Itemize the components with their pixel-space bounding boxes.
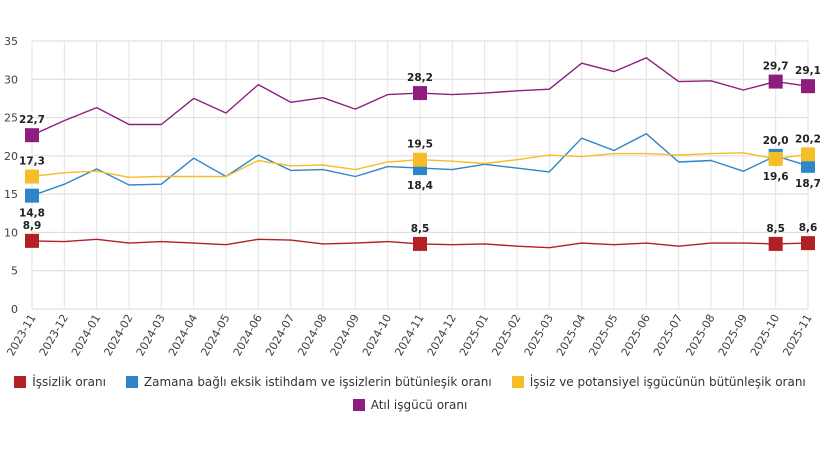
data-label: 19,5 (407, 139, 433, 151)
series-marker-2 (413, 152, 427, 167)
legend-swatch-unemployment (14, 376, 27, 388)
y-tick-label: 10 (4, 226, 18, 239)
x-tick-label: 2025-04 (554, 312, 588, 358)
x-tick-label: 2025-02 (489, 312, 523, 358)
y-tick-label: 5 (11, 265, 18, 278)
legend-item-idle-labour[interactable]: Atıl işgücü oranı (352, 398, 468, 412)
x-tick-label: 2025-05 (586, 312, 620, 358)
series-marker-0 (25, 233, 39, 248)
x-tick-label: 2025-10 (748, 312, 782, 358)
series-marker-2 (25, 169, 39, 184)
series-marker-0 (768, 236, 783, 251)
legend-item-underemployment[interactable]: Zamana bağlı eksik istihdam ve işsizleri… (125, 375, 492, 389)
x-tick-label: 2024-03 (134, 312, 168, 358)
legend-swatch-underemployment (125, 376, 138, 388)
series-marker-1 (801, 158, 815, 173)
x-tick-label: 2024-11 (392, 312, 426, 358)
series-marker-0 (801, 236, 815, 251)
data-label: 29,7 (763, 61, 789, 73)
series-marker-2 (801, 147, 815, 162)
x-tick-label: 2025-11 (780, 312, 814, 358)
data-label: 29,1 (795, 65, 820, 77)
data-label: 19,6 (763, 171, 789, 183)
legend-item-unemployment[interactable]: İşsizlik oranı (14, 375, 106, 389)
legend-label-potential-labour: İşsiz ve potansiyel işgücünün bütünleşik… (529, 375, 806, 389)
series-marker-3 (801, 79, 815, 94)
data-label: 8,6 (799, 222, 818, 234)
legend-row-1: İşsizlik oranı Zamana bağlı eksik istihd… (0, 372, 820, 392)
data-label: 17,3 (19, 156, 45, 168)
x-tick-label: 2023-11 (4, 312, 38, 358)
x-tick-label: 2024-01 (69, 312, 103, 358)
x-tick-label: 2025-03 (522, 312, 556, 358)
x-tick-label: 2024-07 (263, 312, 297, 358)
data-label: 20,2 (795, 133, 820, 145)
y-axis: 0 5 10 15 20 25 30 35 (4, 35, 18, 316)
grid-lines (31, 40, 809, 310)
y-tick-label: 20 (4, 150, 18, 163)
data-label: 18,4 (407, 180, 433, 192)
x-tick-label: 2024-04 (166, 312, 200, 358)
x-tick-label: 2025-06 (619, 312, 653, 358)
series-marker-3 (413, 86, 427, 101)
data-label: 8,5 (411, 223, 430, 235)
data-label: 14,8 (19, 208, 45, 220)
legend-item-potential-labour[interactable]: İşsiz ve potansiyel işgücünün bütünleşik… (511, 375, 806, 389)
y-tick-label: 15 (4, 188, 18, 201)
x-tick-label: 2025-01 (457, 312, 491, 358)
data-label: 22,7 (19, 114, 45, 126)
x-tick-label: 2025-07 (651, 312, 685, 358)
legend-label-idle-labour: Atıl işgücü oranı (370, 398, 468, 412)
series-marker-3 (25, 128, 39, 143)
series-marker-0 (413, 236, 427, 251)
x-tick-label: 2024-10 (360, 312, 394, 358)
y-tick-label: 30 (4, 73, 18, 86)
data-label: 20,0 (763, 135, 789, 147)
data-labels: 8,9 8,5 8,5 8,6 14,8 18,4 20,0 18,7 17,3 19,5 19,6… (19, 61, 820, 235)
y-tick-label: 35 (4, 35, 18, 48)
y-tick-label: 25 (4, 112, 18, 125)
x-tick-label: 2025-09 (716, 312, 750, 358)
x-tick-label: 2024-06 (231, 312, 265, 358)
x-tick-label: 2024-09 (328, 312, 362, 358)
y-tick-label: 0 (11, 303, 18, 316)
x-tick-label: 2024-12 (425, 312, 459, 358)
x-tick-label: 2024-05 (198, 312, 232, 358)
series-markers (25, 74, 815, 251)
x-axis: 2023-112023-122024-012024-022024-032024-… (4, 312, 814, 358)
x-tick-label: 2025-08 (683, 312, 717, 358)
series-marker-2 (768, 151, 783, 166)
legend-swatch-potential-labour (511, 376, 524, 388)
data-label: 8,5 (766, 223, 785, 235)
x-tick-label: 2023-12 (37, 312, 71, 358)
data-label: 18,7 (795, 178, 820, 190)
legend-label-underemployment: Zamana bağlı eksik istihdam ve işsizleri… (143, 375, 492, 389)
legend-row-2: Atıl işgücü oranı (0, 395, 820, 415)
legend-label-unemployment: İşsizlik oranı (32, 375, 106, 389)
series-marker-1 (25, 188, 39, 203)
data-label: 8,9 (23, 220, 42, 232)
x-tick-label: 2024-08 (295, 312, 329, 358)
legend-swatch-idle-labour (352, 399, 365, 411)
x-tick-label: 2024-02 (101, 312, 135, 358)
data-label: 28,2 (407, 72, 433, 84)
series-marker-3 (768, 74, 783, 89)
legend: İşsizlik oranı Zamana bağlı eksik istihd… (0, 372, 820, 418)
